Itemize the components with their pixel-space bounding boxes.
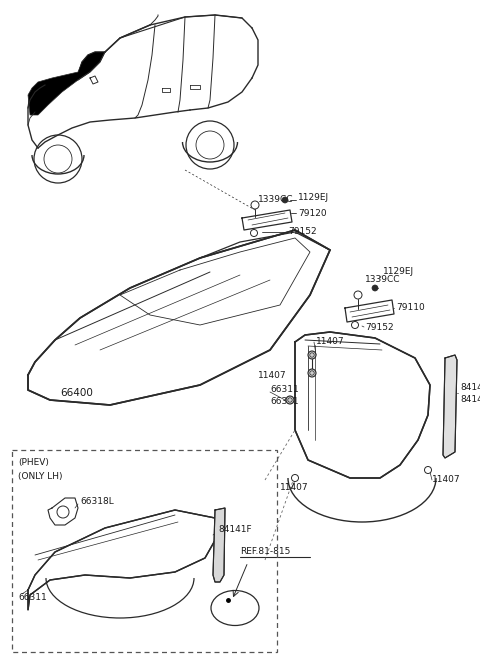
Circle shape [354, 291, 362, 299]
Circle shape [308, 369, 316, 377]
Circle shape [291, 474, 299, 482]
Circle shape [424, 466, 432, 474]
Text: 79152: 79152 [288, 227, 317, 237]
Text: 66321: 66321 [270, 398, 299, 406]
Text: 11407: 11407 [432, 476, 461, 484]
Text: 84141F: 84141F [218, 526, 252, 534]
Polygon shape [28, 52, 105, 115]
Text: 11407: 11407 [258, 370, 287, 380]
Text: 79110: 79110 [396, 303, 425, 313]
Text: 11407: 11407 [280, 484, 309, 492]
Text: 66400: 66400 [60, 388, 93, 398]
Polygon shape [28, 510, 218, 610]
Circle shape [251, 201, 259, 209]
Polygon shape [295, 332, 430, 478]
Circle shape [351, 321, 359, 329]
Text: 1129EJ: 1129EJ [298, 193, 329, 203]
Text: 84142F: 84142F [460, 396, 480, 404]
Circle shape [286, 396, 294, 404]
Text: 79152: 79152 [365, 323, 394, 333]
Text: 66311: 66311 [270, 386, 299, 394]
Text: (PHEV): (PHEV) [18, 458, 49, 466]
Polygon shape [28, 230, 330, 405]
Text: 66318L: 66318L [80, 498, 114, 506]
Text: 11407: 11407 [316, 338, 345, 346]
Text: 1339CC: 1339CC [365, 275, 400, 285]
Circle shape [372, 285, 378, 291]
Circle shape [251, 229, 257, 237]
Text: 79120: 79120 [298, 209, 326, 217]
Text: 1339CC: 1339CC [258, 195, 293, 205]
Text: (ONLY LH): (ONLY LH) [18, 472, 62, 480]
Text: REF.81-815: REF.81-815 [240, 548, 290, 556]
Circle shape [308, 351, 316, 359]
Circle shape [282, 197, 288, 203]
Text: 66311: 66311 [18, 594, 47, 602]
Text: 84141F: 84141F [460, 384, 480, 392]
Text: 1129EJ: 1129EJ [383, 267, 414, 275]
Polygon shape [443, 355, 457, 458]
Polygon shape [213, 508, 225, 582]
